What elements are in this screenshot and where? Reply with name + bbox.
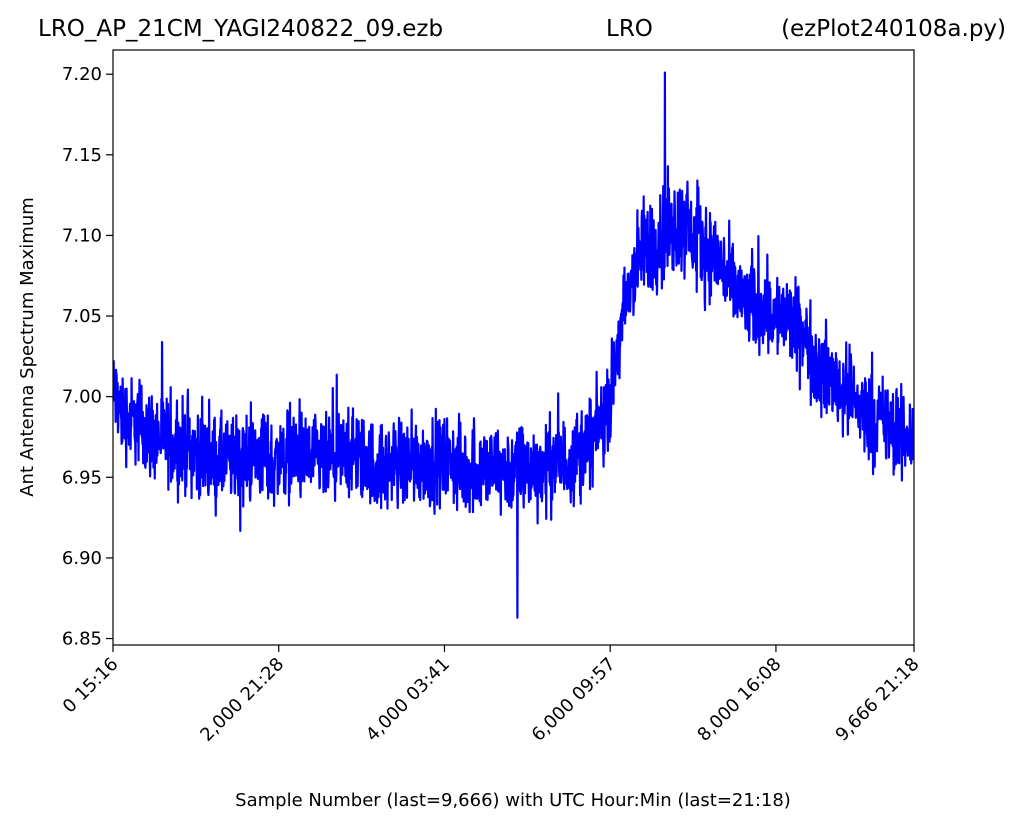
y-tick-label: 7.20 bbox=[62, 64, 102, 85]
series-line bbox=[113, 71, 914, 619]
x-tick-label: 4,000 03:41 bbox=[362, 654, 454, 746]
y-tick-label: 6.90 bbox=[62, 548, 102, 569]
x-tick-label: 9,666 21:18 bbox=[832, 654, 924, 746]
y-tick-label: 7.10 bbox=[62, 225, 102, 246]
chart-title-left: LRO_AP_21CM_YAGI240822_09.ezb bbox=[38, 16, 443, 42]
series-line-group bbox=[113, 71, 914, 619]
y-tick-label: 7.05 bbox=[62, 306, 102, 327]
x-tick-label: 8,000 16:08 bbox=[693, 654, 785, 746]
y-tick-label: 6.85 bbox=[62, 629, 102, 650]
x-tick-label: 0 15:16 bbox=[59, 654, 123, 718]
y-axis-label: Ant Antenna Spectrum Maximum bbox=[17, 197, 38, 497]
title-group: LRO_AP_21CM_YAGI240822_09.ezb LRO (ezPlo… bbox=[38, 16, 1006, 42]
y-tick-label: 7.00 bbox=[62, 387, 102, 408]
y-axis-ticks: 6.85 6.90 6.95 7.00 7.05 7.10 7.15 7.20 bbox=[62, 64, 113, 650]
y-tick-label: 7.15 bbox=[62, 145, 102, 166]
chart-title-center: LRO bbox=[606, 16, 653, 42]
y-tick-label: 6.95 bbox=[62, 467, 102, 488]
chart-title-right: (ezPlot240108a.py) bbox=[781, 16, 1006, 42]
x-axis-ticks: 0 15:16 2,000 21:28 4,000 03:41 6,000 09:57… bbox=[59, 645, 924, 746]
x-tick-label: 2,000 21:28 bbox=[196, 654, 288, 746]
x-tick-label: 6,000 09:57 bbox=[528, 654, 620, 746]
x-axis-label: Sample Number (last=9,666) with UTC Hour… bbox=[235, 790, 791, 811]
plot-area-frame bbox=[112, 49, 915, 646]
